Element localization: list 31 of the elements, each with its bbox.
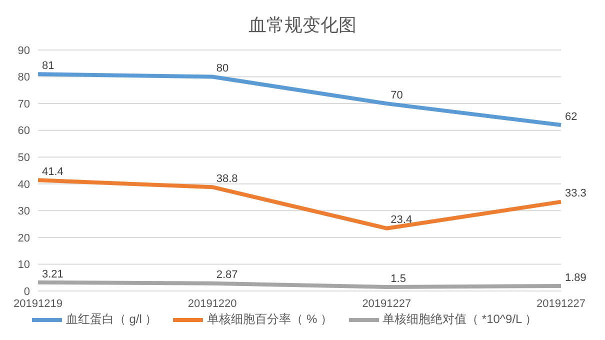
y-tick-label: 70 — [18, 98, 30, 110]
y-tick-label: 50 — [18, 152, 30, 164]
data-label: 33.3 — [565, 188, 586, 200]
x-tick-label: 20191227 — [536, 298, 586, 310]
data-label: 3.21 — [42, 268, 64, 280]
data-label: 41.4 — [42, 166, 64, 178]
y-tick-label: 60 — [18, 125, 30, 138]
data-label: 23.4 — [390, 214, 412, 226]
data-label: 1.89 — [565, 272, 586, 284]
x-tick-label: 20191220 — [188, 298, 237, 310]
y-tick-label: 40 — [18, 178, 30, 191]
y-tick-label: 20 — [18, 232, 30, 244]
x-tick-label: 20191219 — [14, 298, 62, 310]
legend-label: 单核细胞百分率（ % ） — [207, 311, 333, 328]
data-label: 1.5 — [390, 272, 406, 285]
chart-title: 血常规变化图 — [248, 14, 358, 37]
y-tick-label: 90 — [18, 44, 30, 57]
data-label: 81 — [42, 60, 54, 72]
line-series — [36, 72, 563, 127]
y-tick-label: 0 — [24, 286, 30, 298]
y-tick-label: 10 — [18, 259, 30, 272]
y-tick-label: 30 — [18, 206, 30, 218]
data-label: 38.8 — [216, 173, 238, 186]
data-label: 80 — [216, 62, 229, 75]
data-label: 62 — [565, 110, 578, 123]
y-tick-label: 80 — [18, 72, 30, 84]
data-label: 70 — [390, 89, 403, 102]
data-label: 2.87 — [216, 269, 238, 282]
legend-label: 血红蛋白（ g/l ） — [66, 311, 158, 328]
legend-label: 单核细胞绝对值（ *10^9/L ） — [382, 311, 538, 328]
x-tick-label: 20191227 — [362, 298, 412, 310]
